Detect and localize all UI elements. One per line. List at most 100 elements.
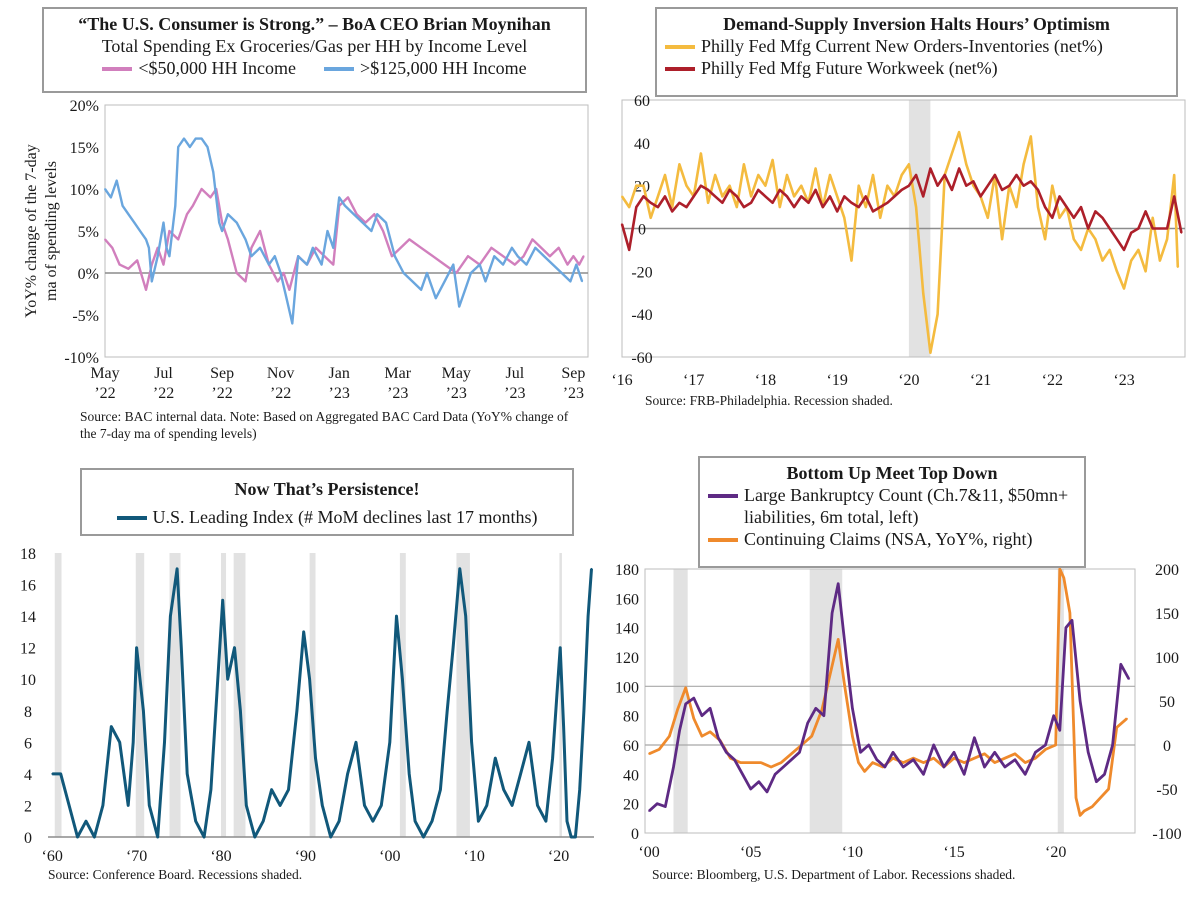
series-new-orders-line-point <box>864 206 867 209</box>
series-high-income-line-point <box>484 280 487 283</box>
x-tick-label: Sep <box>210 365 234 382</box>
y-tick-label: -5% <box>72 308 99 325</box>
series-leading-index-line-point <box>308 678 311 681</box>
series-leading-index-line-point <box>93 836 96 838</box>
series-leading-index-line-point <box>233 646 236 649</box>
series-new-orders-line-point <box>1144 270 1147 273</box>
series-low-income-line-point <box>513 263 516 266</box>
series-low-income-line-point <box>111 246 114 249</box>
series-workweek-line-point <box>1037 189 1039 191</box>
series-bankruptcy-line-point <box>814 707 817 710</box>
chart-subtitle: Total Spending Ex Groceries/Gas per HH b… <box>101 36 528 56</box>
legend-label: <$50,000 HH Income <box>138 58 296 78</box>
x-tick-label: ‘19 <box>826 372 847 389</box>
series-workweek-line-point <box>1094 210 1097 213</box>
series-high-income-line-point <box>121 204 124 207</box>
series-workweek-line-point <box>994 174 996 176</box>
series-high-income-line-point <box>306 263 308 266</box>
series-high-income-line-point <box>464 288 466 291</box>
series-leading-index-line-point <box>68 804 70 807</box>
series-claims-point <box>953 757 955 760</box>
series-high-income-line-point <box>162 221 165 224</box>
series-new-orders-line-point <box>886 184 889 187</box>
series-bankruptcy-line <box>648 582 1131 813</box>
legend-swatch <box>708 494 738 498</box>
series-new-orders-line-point <box>986 216 989 219</box>
y-tick-label: 18 <box>20 546 36 563</box>
series-workweek-line-point <box>743 206 745 209</box>
series-workweek-line-point <box>850 201 853 204</box>
series-bankruptcy-line-point <box>875 758 878 761</box>
series-low-income-line-point <box>382 230 384 232</box>
x-tick-label: ‘80 <box>210 848 231 865</box>
series-bankruptcy-line-point <box>837 582 840 585</box>
series-claims-point <box>857 761 860 764</box>
series-workweek-line-point <box>821 206 824 209</box>
series-claims-point <box>676 708 679 711</box>
series-new-orders-line-point <box>657 195 659 198</box>
y-tick-label: 10 <box>20 672 36 689</box>
series-bankruptcy-line-point <box>1119 663 1122 666</box>
series-low-income-line-point <box>177 238 180 241</box>
series-high-income-line-point <box>493 255 496 258</box>
legend-item-high-income: >$125,000 HH Income <box>324 57 527 79</box>
y-tick-label: -40 <box>631 307 652 324</box>
plot-frame <box>104 104 589 358</box>
series-leading-index-line-point <box>296 709 298 712</box>
series-claims-point <box>892 757 894 760</box>
series-new-orders-line-point <box>829 174 831 176</box>
legend-p3: Now That’s Persistence! U.S. Leading Ind… <box>80 468 574 536</box>
y-tick-label: 160 <box>615 591 639 608</box>
series-new-orders-line-point <box>908 163 910 166</box>
series-low-income-line-point <box>186 213 188 216</box>
series-bankruptcy-line-point <box>912 758 915 761</box>
series-workweek-line-point <box>1130 231 1133 234</box>
series-claims-point <box>1126 717 1128 720</box>
series-new-orders-line-point <box>836 195 839 198</box>
series-workweek-line-point <box>764 195 767 198</box>
series-bankruptcy-line-point <box>892 751 894 754</box>
series-leading-index-line-point <box>203 836 206 838</box>
series-claims-point <box>843 682 846 685</box>
series-high-income-line-point <box>200 137 203 140</box>
series-bankruptcy-line-point <box>701 714 703 717</box>
series-claims-point <box>902 761 905 764</box>
y-tick-label: 20 <box>623 797 639 814</box>
series-new-orders-line-point <box>628 206 631 209</box>
series-low-income-line-point <box>191 204 194 207</box>
legend-p2: Demand-Supply Inversion Halts Hours’ Opt… <box>655 7 1178 97</box>
series-bankruptcy-line-point <box>902 766 905 768</box>
series-workweek-line-point <box>1080 206 1082 209</box>
x-tick-label: ‘05 <box>740 844 761 861</box>
series-leading-index-line-point <box>127 804 130 807</box>
legend-item-workweek: Philly Fed Mfg Future Workweek (net%) <box>665 57 1168 79</box>
series-claims-point <box>1024 761 1027 764</box>
series-claims-point <box>871 761 874 764</box>
series-high-income-line-point <box>168 255 171 258</box>
y-tick-label: 12 <box>20 641 36 658</box>
y-tick-label: 60 <box>623 738 639 755</box>
series-bankruptcy-line-point <box>774 773 776 776</box>
recession-shade <box>559 553 562 837</box>
y-tick-label: 8 <box>24 704 32 721</box>
y-tick-label: 6 <box>24 735 32 752</box>
series-workweek-line-point <box>807 201 810 204</box>
series-bankruptcy-line-point <box>678 729 681 732</box>
series-new-orders-line-point <box>707 201 709 204</box>
series-new-orders-line-point <box>757 174 760 176</box>
series-bankruptcy-line-point <box>741 773 744 776</box>
series-leading-index-line-point <box>401 678 404 681</box>
series-high-income-line-point <box>393 255 396 258</box>
series-workweek-line-point <box>1065 206 1068 209</box>
series-high-income-line-point <box>470 272 472 274</box>
x-tick-label: Mar <box>384 365 411 382</box>
series-high-income-line-point <box>250 255 253 258</box>
series-bankruptcy-line-point <box>656 802 659 805</box>
series-leading-index-line-point <box>355 741 357 744</box>
series-new-orders-line-point <box>1072 238 1075 241</box>
series-claims-point <box>1091 805 1094 808</box>
series-high-income-line-point <box>165 246 168 249</box>
series-bankruptcy-line-point <box>692 697 695 699</box>
series-new-orders-line-point <box>685 184 688 187</box>
x-tick-label: ‘10 <box>842 844 863 861</box>
